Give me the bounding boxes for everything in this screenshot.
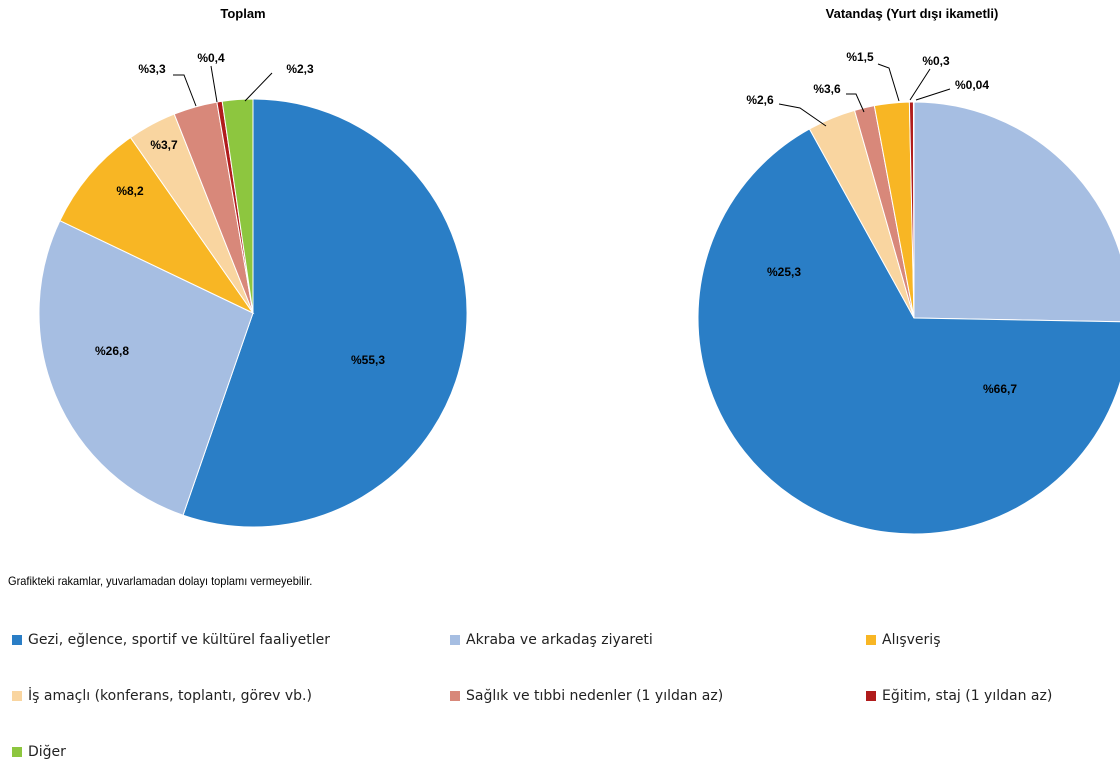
leader-line (244, 72, 273, 102)
legend: Gezi, eğlence, sportif ve kültürel faali… (0, 626, 1120, 763)
legend-label: İş amaçlı (konferans, toplantı, görev vb… (28, 688, 312, 704)
legend-item: Akraba ve arkadaş ziyareti (450, 632, 653, 648)
legend-swatch (866, 691, 876, 701)
leader-line (173, 74, 197, 107)
pie-slice (912, 101, 915, 319)
legend-item: Gezi, eğlence, sportif ve kültürel faali… (12, 632, 330, 648)
chart-title-toplam: Toplam (220, 6, 265, 21)
slice-label: %26,8 (95, 344, 129, 358)
legend-label: Alışveriş (882, 632, 941, 648)
slice-label: %0,04 (955, 78, 989, 92)
chart-title-vatandas: Vatandaş (Yurt dışı ikametli) (826, 6, 999, 21)
pie-slice (221, 98, 254, 314)
pie-slice (913, 101, 1120, 323)
leader-line (846, 93, 865, 113)
pie-vatandas: %66,7 %25,3 %2,6 %3,6 %1,5 %0,3 %0,04 (697, 50, 1120, 535)
slice-label: %2,3 (286, 62, 314, 76)
slice-label: %3,6 (813, 82, 841, 96)
pie-charts: Toplam Vatandaş (Yurt dışı ikametli) %55… (38, 6, 1120, 535)
leader-line (909, 68, 931, 101)
pie-slice (182, 98, 468, 528)
legend-swatch (12, 691, 22, 701)
legend-label: Diğer (28, 744, 66, 760)
slice-label: %3,3 (138, 62, 166, 76)
slice-label: %1,5 (846, 50, 874, 64)
slice-label: %0,3 (922, 54, 950, 68)
leader-line (210, 65, 218, 103)
legend-label: Gezi, eğlence, sportif ve kültürel faali… (28, 632, 331, 648)
legend-label: Sağlık ve tıbbi nedenler (1 yıldan az) (466, 688, 724, 704)
slice-label: %8,2 (116, 184, 144, 198)
legend-swatch (12, 747, 22, 757)
slice-label: %25,3 (767, 265, 801, 279)
pie-slice (59, 136, 255, 315)
legend-swatch (450, 635, 460, 645)
slice-label: %66,7 (983, 382, 1017, 396)
slice-label: %2,6 (746, 93, 774, 107)
slice-label: %55,3 (351, 353, 385, 367)
legend-swatch (450, 691, 460, 701)
legend-item: Alışveriş (866, 632, 941, 648)
legend-item: Eğitim, staj (1 yıldan az) (866, 688, 1052, 704)
slice-label: %3,7 (150, 138, 178, 152)
leader-line (877, 63, 900, 102)
pie-toplam: %55,3 %26,8 %8,2 %3,7 %3,3 %0,4 %2,3 (38, 51, 468, 528)
leader-line (915, 88, 951, 101)
leader-line (778, 103, 827, 127)
legend-item: Diğer (12, 744, 66, 760)
legend-item: Sağlık ve tıbbi nedenler (1 yıldan az) (450, 688, 723, 704)
chart-note: Grafikteki rakamlar, yuvarlamadan dolayı… (8, 574, 313, 588)
legend-swatch (12, 635, 22, 645)
legend-label: Akraba ve arkadaş ziyareti (466, 632, 653, 648)
legend-label: Eğitim, staj (1 yıldan az) (882, 688, 1053, 704)
legend-swatch (866, 635, 876, 645)
pie-slice (38, 220, 254, 516)
legend-item: İş amaçlı (konferans, toplantı, görev vb… (12, 688, 312, 704)
pie-slice (697, 128, 1120, 535)
slice-label: %0,4 (197, 51, 225, 65)
